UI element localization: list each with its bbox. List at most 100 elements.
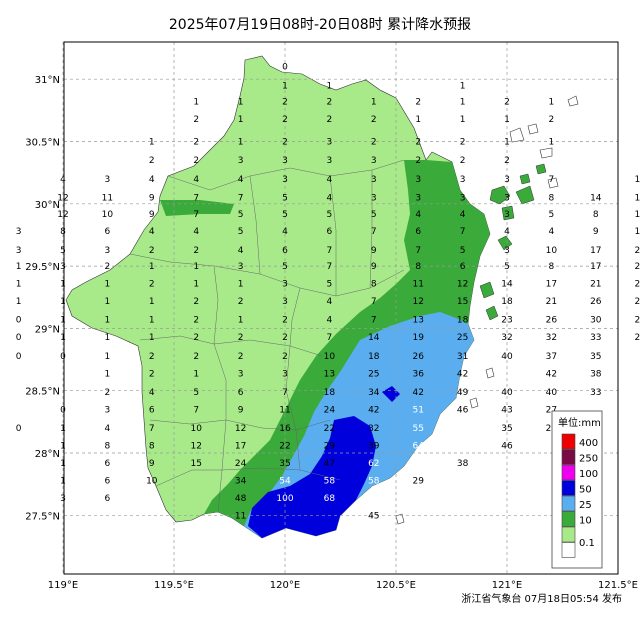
- rainfall-value: 3: [282, 156, 288, 166]
- rainfall-value: 46: [457, 405, 469, 415]
- legend-label: 400: [579, 438, 598, 449]
- rainfall-value: 4: [549, 227, 555, 237]
- rainfall-value: 0: [16, 352, 22, 362]
- rainfall-value: 0: [16, 424, 22, 434]
- rainfall-value: 55: [368, 494, 379, 504]
- rainfall-value: 35: [279, 459, 290, 469]
- rainfall-value: 2: [193, 246, 199, 256]
- rainfall-value: 42: [368, 405, 379, 415]
- rainfall-value: 27: [546, 405, 557, 415]
- rainfall-value: 16: [279, 424, 291, 434]
- legend-label: 25: [579, 500, 592, 511]
- rainfall-value: 2: [149, 280, 155, 290]
- y-tick-label: 28.5°N: [25, 387, 60, 398]
- rainfall-value: 4: [238, 175, 244, 185]
- rainfall-value: 42: [412, 388, 423, 398]
- rainfall-value: 4: [149, 175, 155, 185]
- rainfall-value: 23: [501, 316, 512, 326]
- rainfall-value: 3: [60, 494, 66, 504]
- rainfall-value: 1: [193, 280, 199, 290]
- rainfall-value: 1: [460, 98, 466, 108]
- rainfall-value: 9: [149, 194, 155, 204]
- rainfall-value: 2: [327, 115, 333, 125]
- rainfall-value: 5: [282, 262, 288, 272]
- rainfall-value: 2: [415, 138, 421, 148]
- rainfall-value: 10: [190, 424, 202, 434]
- rainfall-value: 4: [282, 227, 288, 237]
- rainfall-value: 3: [105, 246, 111, 256]
- rainfall-value: 18: [324, 388, 336, 398]
- rainfall-value: 2: [415, 156, 421, 166]
- rainfall-value: 2: [327, 98, 333, 108]
- rainfall-value: 1: [105, 297, 111, 307]
- rainfall-value: 4: [327, 297, 333, 307]
- rainfall-value: 3: [415, 175, 421, 185]
- rainfall-value: 6: [327, 227, 333, 237]
- rainfall-value: 29: [412, 476, 424, 486]
- rainfall-value: 3: [504, 194, 510, 204]
- rainfall-value: 10: [546, 246, 558, 256]
- rainfall-value: 100: [276, 494, 293, 504]
- rainfall-value: 3: [371, 175, 377, 185]
- legend-swatch: [561, 526, 576, 543]
- rainfall-value: 1: [16, 262, 22, 272]
- rainfall-value: 7: [549, 175, 555, 185]
- rainfall-value: 47: [324, 459, 335, 469]
- rainfall-value: 2: [282, 98, 288, 108]
- rainfall-value: 3: [238, 369, 244, 379]
- rainfall-value: 1: [238, 138, 244, 148]
- rainfall-value: 13: [412, 316, 423, 326]
- rainfall-value: 22: [634, 280, 640, 290]
- rainfall-value: 49: [457, 388, 469, 398]
- rainfall-value: 2: [193, 156, 199, 166]
- rainfall-value: 11: [279, 405, 290, 415]
- rainfall-value: 26: [412, 352, 424, 362]
- rainfall-value: 18: [457, 316, 469, 326]
- rainfall-value: 4: [415, 210, 421, 220]
- rainfall-value: 1: [16, 280, 22, 290]
- rainfall-value: 1: [460, 81, 466, 91]
- rainfall-value: 14: [590, 194, 602, 204]
- rainfall-value: 68: [324, 494, 336, 504]
- rainfall-value: 2: [415, 98, 421, 108]
- rainfall-value: 8: [105, 442, 111, 452]
- rainfall-value: 9: [371, 246, 377, 256]
- rainfall-value: 1: [149, 316, 155, 326]
- outline-islands: [395, 95, 579, 525]
- rainfall-value: 45: [368, 511, 379, 521]
- rainfall-value: 1: [105, 316, 111, 326]
- legend-label: 10: [579, 516, 592, 527]
- rainfall-value: 54: [279, 476, 291, 486]
- rainfall-value: 3: [105, 175, 111, 185]
- y-tick-label: 29°N: [35, 324, 60, 335]
- rainfall-value: 6: [105, 227, 111, 237]
- rainfall-value: 15: [190, 459, 201, 469]
- rainfall-value: 25: [368, 369, 379, 379]
- rainfall-value: 4: [327, 194, 333, 204]
- rainfall-value: 5: [327, 210, 333, 220]
- rainfall-value: 30: [590, 316, 602, 326]
- rainfall-value: 48: [235, 494, 247, 504]
- rainfall-value: 34: [235, 476, 247, 486]
- rainfall-value: 4: [327, 175, 333, 185]
- rainfall-value: 4: [193, 175, 199, 185]
- rainfall-value: 2: [282, 352, 288, 362]
- rainfall-value: 3: [327, 138, 333, 148]
- rainfall-value: 5: [238, 227, 244, 237]
- rainfall-value: 1: [193, 262, 199, 272]
- rainfall-value: 3: [460, 194, 466, 204]
- rainfall-value: 2: [105, 388, 111, 398]
- rainfall-value: 7: [460, 227, 466, 237]
- rainfall-value: 36: [412, 369, 424, 379]
- rainfall-value: 2: [149, 352, 155, 362]
- rainfall-value: 10: [146, 476, 158, 486]
- y-tick-label: 27.5°N: [25, 511, 60, 522]
- rainfall-value: 13: [324, 369, 335, 379]
- y-axis-ticks: 31°N 30.5°N 30°N 29.5°N 29°N 28.5°N 28°N 27.5°N: [25, 75, 60, 522]
- rainfall-value: 7: [193, 210, 199, 220]
- rainfall-value: 2: [193, 297, 199, 307]
- rainfall-value: 6: [105, 476, 111, 486]
- rainfall-value: 32: [501, 333, 512, 343]
- rainfall-value: 7: [327, 333, 333, 343]
- rainfall-value: 3: [60, 262, 66, 272]
